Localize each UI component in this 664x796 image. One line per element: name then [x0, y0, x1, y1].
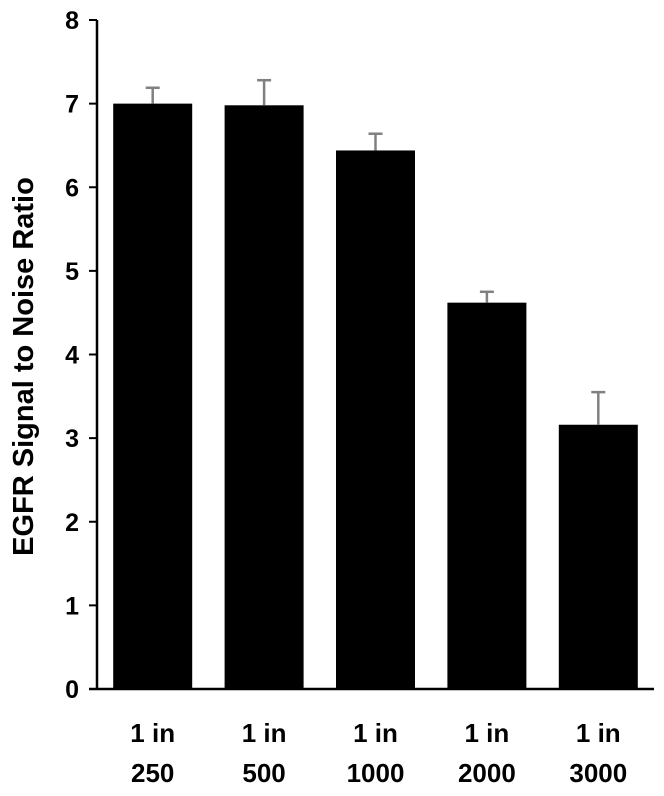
bars-group	[113, 103, 638, 690]
error-bars-group	[145, 78, 606, 425]
x-category-label-line: 250	[131, 758, 174, 788]
x-category-label-line: 1 in	[353, 718, 398, 748]
bar	[558, 424, 638, 689]
x-category-label: 1 in 250	[130, 718, 175, 788]
y-tick-label: 1	[65, 592, 79, 620]
x-category-label-line: 1 in	[130, 718, 175, 748]
y-tick-label: 5	[65, 258, 79, 286]
y-tick-label: 3	[65, 425, 79, 453]
y-tick-label: 6	[65, 174, 79, 202]
x-category-label: 1 in 1000	[347, 718, 405, 788]
bar	[224, 105, 304, 690]
x-category-label-line: 3000	[569, 758, 627, 788]
bar	[447, 302, 527, 689]
x-category-label-line: 1 in	[465, 718, 510, 748]
y-tick-label: 4	[65, 342, 79, 370]
y-tick-label: 8	[65, 7, 79, 35]
bar	[336, 150, 415, 689]
x-category-label-line: 500	[242, 758, 285, 788]
bar	[113, 103, 193, 689]
x-category-label: 1 in 2000	[458, 718, 516, 788]
y-tick-label: 0	[65, 676, 79, 704]
x-category-label-line: 1000	[347, 758, 405, 788]
y-axis-ticks: 0 1 2 3 4 5 6 7 8	[65, 7, 97, 704]
x-axis-labels: 1 in 250 1 in 500 1 in 1000 1 in 2000 1 in 3000	[130, 718, 627, 788]
x-category-label-line: 2000	[458, 758, 516, 788]
y-axis-title: EGFR Signal to Noise Ratio	[8, 177, 40, 556]
x-category-label: 1 in 3000	[569, 718, 627, 788]
y-axis-title-group: EGFR Signal to Noise Ratio	[8, 177, 40, 556]
x-category-label-line: 1 in	[576, 718, 621, 748]
axes-group	[89, 20, 654, 691]
y-tick-label: 7	[65, 91, 79, 119]
y-tick-label: 2	[65, 509, 79, 537]
x-category-label: 1 in 500	[242, 718, 287, 788]
x-category-label-line: 1 in	[242, 718, 287, 748]
